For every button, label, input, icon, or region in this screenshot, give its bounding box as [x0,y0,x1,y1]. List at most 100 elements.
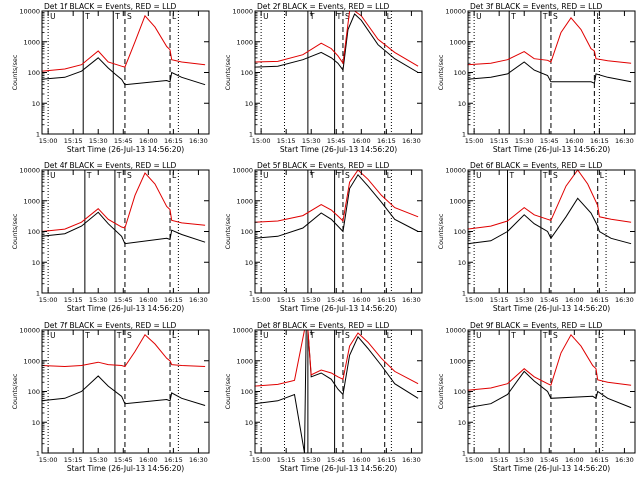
marker-label: T [542,331,548,340]
marker-label: U [476,331,482,340]
events-series [41,375,206,406]
x-tick-label: 15:15 [64,137,83,145]
events-series [254,13,419,73]
y-tick-label: 10 [32,100,40,108]
marker-label: L [387,171,392,180]
plot-title: Det 5f BLACK = Events, RED = LLD [257,161,390,170]
marker-label: U [263,331,269,340]
plot-title: Det 1f BLACK = Events, RED = LLD [44,2,177,11]
marker-label: T [84,331,90,340]
x-axis-label: Start Time (26-Jul-13 14:56:20) [493,464,610,473]
events-series [467,61,632,84]
x-tick-label: 15:30 [515,296,534,304]
lld-series [41,334,206,368]
y-tick-label: 10000 [232,327,253,335]
x-axis-label: Start Time (26-Jul-13 14:56:20) [493,304,610,313]
lld-series [467,16,632,66]
x-tick-label: 16:00 [565,137,584,145]
x-tick-label: 15:30 [89,456,108,464]
plot-title: Det 8f BLACK = Events, RED = LLD [257,321,390,330]
y-tick-label: 10000 [232,8,253,16]
y-tick-label: 1 [462,131,466,139]
marker-label: S [553,331,558,340]
y-tick-label: 10000 [19,167,40,175]
x-tick-label: 15:30 [302,137,321,145]
marker-label: L [387,331,392,340]
y-axis-label: Counts/sec [11,54,19,90]
marker-label: S [127,331,132,340]
x-axis-label: Start Time (26-Jul-13 14:56:20) [493,145,610,154]
plot-frame [467,10,636,135]
y-tick-label: 1000 [23,38,40,46]
marker-label: T [309,12,315,21]
x-tick-label: 16:15 [377,137,396,145]
marker-label: L [172,331,177,340]
x-axis-label: Start Time (26-Jul-13 14:56:20) [67,304,184,313]
marker-label: U [50,12,56,21]
y-tick-label: 10 [245,100,253,108]
x-axis-label: Start Time (26-Jul-13 14:56:20) [280,145,397,154]
marker-label: U [263,171,269,180]
x-tick-label: 15:00 [465,456,484,464]
y-tick-label: 10000 [445,8,466,16]
x-tick-label: 15:45 [540,456,559,464]
marker-label: T [336,331,342,340]
plot-title: Det 6f BLACK = Events, RED = LLD [470,161,603,170]
y-tick-label: 100 [454,69,466,77]
lld-series [41,172,206,232]
lld-series [41,14,206,72]
plot-frame [467,169,636,294]
x-tick-label: 16:30 [615,296,634,304]
marker-label: U [476,171,482,180]
plot-frame [467,329,636,454]
x-tick-label: 16:30 [189,296,208,304]
x-tick-label: 16:15 [164,456,183,464]
x-tick-label: 15:00 [252,456,271,464]
x-tick-label: 15:00 [39,296,58,304]
y-axis-label: Counts/sec [437,213,445,249]
marker-label: T [86,171,92,180]
x-tick-label: 16:30 [402,137,421,145]
lld-series [467,169,632,230]
y-tick-label: 1 [36,131,40,139]
y-axis-label: Counts/sec [224,373,232,409]
x-tick-label: 15:00 [465,296,484,304]
marker-label: S [553,171,558,180]
y-tick-label: 10 [245,259,253,267]
x-tick-label: 16:15 [590,456,609,464]
plot-title: Det 9f BLACK = Events, RED = LLD [470,321,603,330]
x-tick-label: 16:30 [189,137,208,145]
x-tick-label: 15:45 [114,296,133,304]
lld-series [467,333,632,391]
marker-label: L [172,12,177,21]
y-tick-label: 10 [458,259,466,267]
marker-label: S [127,171,132,180]
x-tick-label: 15:30 [89,137,108,145]
y-tick-label: 1000 [236,357,253,365]
marker-label: S [127,12,132,21]
marker-label: T [116,331,122,340]
x-tick-label: 16:00 [565,456,584,464]
marker-label: T [336,171,342,180]
y-tick-label: 1000 [23,357,40,365]
plot-title: Det 2f BLACK = Events, RED = LLD [257,2,390,11]
marker-label: L [596,12,601,21]
x-tick-label: 15:30 [302,456,321,464]
x-tick-label: 16:15 [590,137,609,145]
marker-label: L [172,171,177,180]
marker-label: T [542,171,548,180]
x-tick-label: 15:45 [540,296,559,304]
y-axis-label: Counts/sec [437,54,445,90]
x-tick-label: 15:15 [277,456,296,464]
y-tick-label: 100 [28,388,40,396]
y-tick-label: 100 [241,69,253,77]
y-tick-label: 1000 [23,197,40,205]
x-tick-label: 16:15 [164,137,183,145]
x-tick-label: 15:30 [89,296,108,304]
y-axis-label: Counts/sec [224,213,232,249]
